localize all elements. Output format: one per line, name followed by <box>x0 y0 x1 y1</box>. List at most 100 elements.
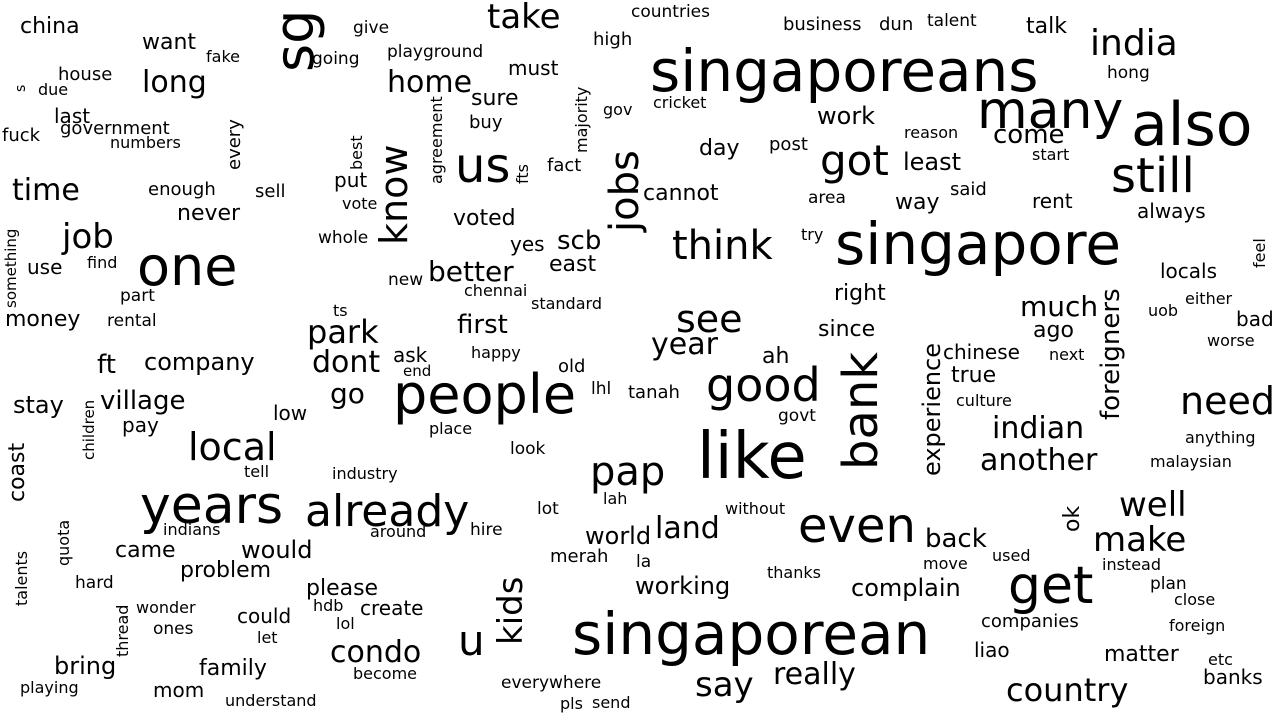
word-home: home <box>387 65 473 100</box>
word-least: least <box>903 148 962 176</box>
word-u: u <box>458 616 485 665</box>
word-area: area <box>808 188 846 208</box>
word-post: post <box>769 134 808 155</box>
word-money: money <box>5 307 81 332</box>
word-thanks: thanks <box>767 563 821 582</box>
word-park: park <box>307 313 379 351</box>
word-ft: ft <box>97 350 116 380</box>
word-wonder: wonder <box>136 598 196 617</box>
word-house: house <box>58 64 113 85</box>
word-playing: playing <box>20 678 79 697</box>
word-people: people <box>393 363 577 426</box>
word-due: due <box>38 80 69 99</box>
word-industry: industry <box>332 464 398 483</box>
word-bank: bank <box>833 351 889 470</box>
word-still: still <box>1111 148 1195 204</box>
word-companies: companies <box>981 611 1079 632</box>
word-s: s <box>13 84 29 92</box>
word-much: much <box>1020 290 1099 323</box>
word-going: going <box>312 49 360 69</box>
word-really: really <box>773 657 856 692</box>
word-since: since <box>818 317 876 342</box>
word-business: business <box>783 14 862 35</box>
word-pap: pap <box>590 449 666 495</box>
word-government: government <box>60 118 170 139</box>
word-every: every <box>224 119 245 170</box>
word-company: company <box>144 348 255 376</box>
word-years: years <box>140 476 284 536</box>
word-fts: fts <box>513 164 532 184</box>
word-reason: reason <box>904 123 959 142</box>
word-right: right <box>834 281 886 306</box>
word-lot: lot <box>537 499 559 519</box>
word-next: next <box>1049 345 1085 364</box>
word-must: must <box>508 56 559 80</box>
word-chinese: chinese <box>943 340 1020 364</box>
word-complain: complain <box>851 574 961 602</box>
word-worse: worse <box>1207 331 1255 350</box>
word-condo: condo <box>330 635 422 670</box>
word-ones: ones <box>153 619 194 639</box>
word-think: think <box>672 223 773 269</box>
word-high: high <box>593 29 633 50</box>
word-etc: etc <box>1208 650 1233 669</box>
word-could: could <box>237 604 292 628</box>
word-locals: locals <box>1160 259 1218 283</box>
word-culture: culture <box>956 391 1012 410</box>
word-never: never <box>177 201 241 226</box>
word-children: children <box>80 399 98 460</box>
word-buy: buy <box>469 112 503 133</box>
word-get: get <box>1008 556 1094 616</box>
word-used: used <box>992 546 1031 565</box>
word-standard: standard <box>531 294 602 313</box>
word-problem: problem <box>180 558 272 583</box>
word-day: day <box>699 136 740 161</box>
word-singaporeans: singaporeans <box>650 37 1039 105</box>
word-way: way <box>895 190 940 215</box>
word-govt: govt <box>778 406 816 426</box>
word-bring: bring <box>54 652 117 680</box>
word-come: come <box>993 120 1065 150</box>
word-work: work <box>817 102 876 130</box>
word-everywhere: everywhere <box>501 673 602 693</box>
word-part: part <box>120 286 155 306</box>
word-land: land <box>655 511 720 546</box>
word-even: even <box>798 498 916 554</box>
word-feel: feel <box>1250 238 1269 268</box>
word-kids: kids <box>491 576 531 645</box>
word-cannot: cannot <box>643 181 719 206</box>
word-talk: talk <box>1026 14 1067 39</box>
word-close: close <box>1174 590 1216 609</box>
word-pls: pls <box>560 694 583 713</box>
word-instead: instead <box>1102 555 1161 574</box>
word-world: world <box>585 522 652 550</box>
word-singaporean: singaporean <box>572 600 931 668</box>
word-uob: uob <box>1148 301 1179 320</box>
word-use: use <box>27 255 63 279</box>
word-want: want <box>142 30 197 55</box>
word-experience: experience <box>918 342 946 476</box>
word-fuck: fuck <box>2 125 41 146</box>
word-got: got <box>820 136 889 185</box>
word-working: working <box>635 572 731 600</box>
word-end: end <box>403 362 432 380</box>
word-take: take <box>487 0 561 37</box>
word-start: start <box>1032 145 1070 164</box>
word-village: village <box>100 386 186 416</box>
word-indian: indian <box>992 411 1085 446</box>
word-sell: sell <box>255 181 286 202</box>
word-look: look <box>510 439 546 459</box>
word-give: give <box>353 18 390 38</box>
word-ah: ah <box>762 344 790 369</box>
word-good: good <box>706 358 821 412</box>
word-foreign: foreign <box>1169 616 1226 635</box>
word-la: la <box>636 552 652 572</box>
word-new: new <box>388 270 424 290</box>
word-mom: mom <box>153 678 205 702</box>
word-voted: voted <box>453 206 516 231</box>
word-back: back <box>925 524 987 554</box>
word-thread: thread <box>113 604 132 657</box>
word-dont: dont <box>312 345 381 380</box>
word-vote: vote <box>342 194 378 213</box>
word-quota: quota <box>54 519 73 566</box>
